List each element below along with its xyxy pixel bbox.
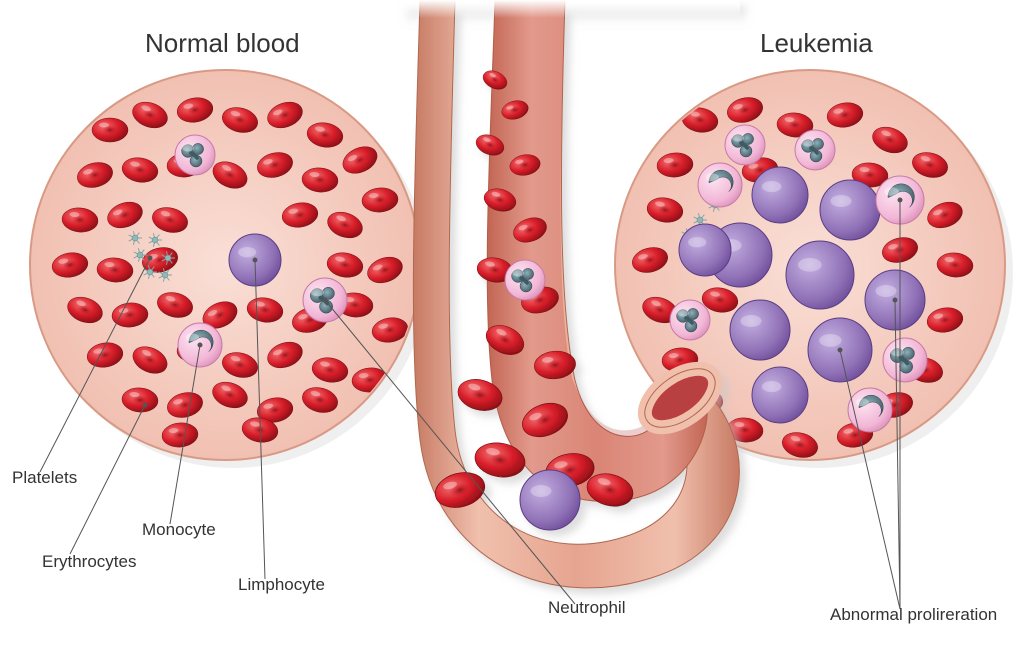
title-leukemia: Leukemia xyxy=(760,28,873,59)
neutrophil-cell xyxy=(795,130,835,170)
label-limphocyte: Limphocyte xyxy=(238,575,325,595)
monocyte-cell xyxy=(848,388,892,432)
lymphocyte-cell xyxy=(679,224,731,276)
title-normal: Normal blood xyxy=(145,28,300,59)
normal-blood-view xyxy=(30,70,420,460)
lymphocyte-cell xyxy=(752,367,808,423)
label-monocyte: Monocyte xyxy=(142,520,216,540)
lymphocyte-cell xyxy=(730,300,790,360)
label-platelets: Platelets xyxy=(12,468,77,488)
neutrophil-cell xyxy=(175,135,215,175)
lymphocyte-cell xyxy=(820,180,880,240)
lymphocyte-cell xyxy=(786,241,854,309)
label-erythrocytes: Erythrocytes xyxy=(42,552,136,572)
neutrophil-cell xyxy=(505,260,545,300)
neutrophil-cell xyxy=(725,125,765,165)
lymphocyte-cell xyxy=(752,167,808,223)
label-neutrophil: Neutrophil xyxy=(548,598,626,618)
neutrophil-cell xyxy=(670,300,710,340)
label-abnormal: Abnormal prolireration xyxy=(830,605,997,625)
lymphocyte-cell xyxy=(520,470,580,530)
monocyte-cell xyxy=(698,163,742,207)
diagram-svg xyxy=(0,0,1024,661)
neutrophil-cell xyxy=(883,338,927,382)
erythrocyte-cell xyxy=(92,118,128,142)
